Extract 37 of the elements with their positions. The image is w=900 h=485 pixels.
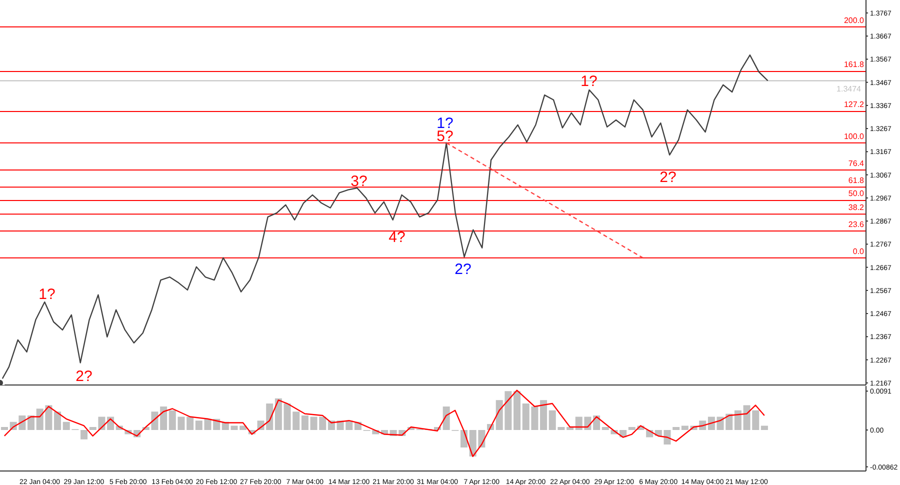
bar (301, 415, 308, 430)
bar (681, 426, 688, 430)
bar (602, 427, 609, 430)
bar (672, 427, 680, 430)
ref-line-label: 1.3474 (836, 84, 862, 94)
line-series (0, 54, 768, 385)
annotation: 200.0 (844, 16, 864, 26)
annotation: 2? (658, 169, 678, 187)
annotation: 0.0 (852, 246, 864, 257)
annotation: 3? (350, 173, 368, 191)
bar (186, 416, 194, 430)
bar (1, 427, 8, 430)
annotation: 50.0 (848, 189, 864, 200)
bar (514, 391, 521, 430)
annotation: 1? (580, 73, 598, 91)
annotation: 61.8 (848, 176, 864, 186)
annotation: 1? (38, 286, 56, 304)
annotation: 2? (74, 368, 94, 386)
line-series (4, 390, 765, 458)
bar (160, 406, 168, 430)
annotation: 23.6 (848, 220, 864, 230)
annotation: 38.2 (848, 203, 864, 214)
bar (80, 430, 88, 440)
annotation: 4? (388, 229, 406, 247)
annotation: 2? (454, 261, 472, 279)
bar (28, 415, 35, 430)
bar (540, 400, 548, 430)
bar (54, 412, 62, 430)
annotation: 100.0 (844, 132, 864, 142)
annotation: 76.4 (848, 158, 864, 169)
bar (274, 398, 282, 430)
bar (442, 406, 450, 430)
bar (760, 426, 768, 430)
annotation: 161.8 (844, 60, 864, 70)
bar (566, 427, 574, 430)
annotation: 127.2 (844, 100, 864, 110)
bar (734, 410, 742, 430)
